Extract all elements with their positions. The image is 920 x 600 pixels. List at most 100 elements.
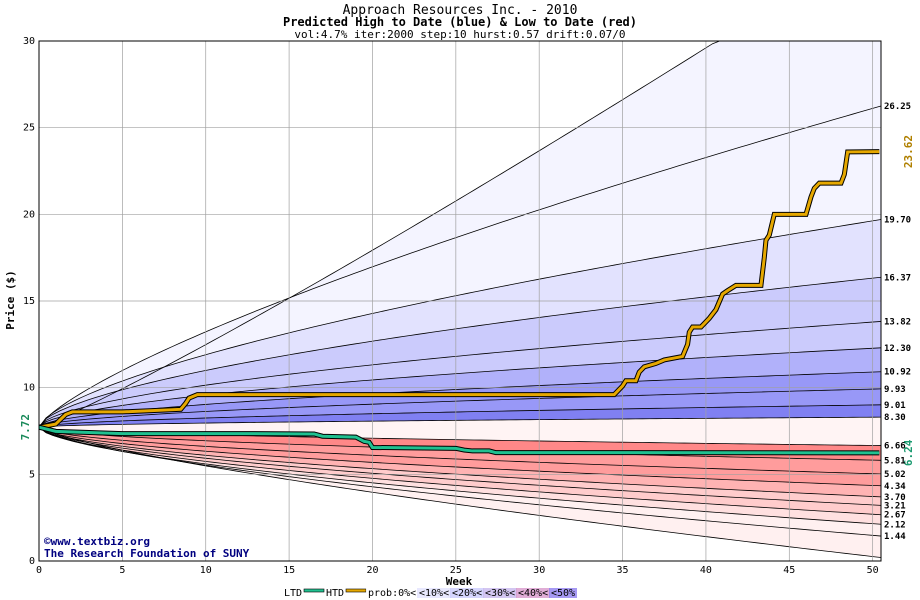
legend-swatch-7 [549,588,577,598]
end-value-label: 4.34 [884,482,906,492]
series-end-label-ltd: 6.24 [902,439,915,466]
legend-swatch-0 [303,588,325,593]
x-tick-label: 15 [283,565,295,576]
legend-label: LTD [284,588,302,599]
legend: LTD HTD prob:0%< <10%< <20%< <30%< <40%< <50% [284,588,577,599]
series-end-label-htd: 23.62 [902,135,915,168]
end-value-label: 5.02 [884,470,906,480]
start-price-label: 7.72 [19,414,32,441]
percentile-line-17 [38,426,882,525]
legend-label: <10%< [419,588,449,599]
x-tick-label: 25 [450,565,462,576]
x-axis-label: Week [446,575,473,588]
legend-swatch-3 [417,588,451,598]
legend-swatch-2 [366,588,418,598]
plot-frame [38,40,882,562]
percentile-line-1 [38,105,882,428]
series-line-ltd [38,425,880,455]
legend-label: <30%< [485,588,515,599]
x-tick-label: 10 [200,565,212,576]
percentile-line-4 [38,321,882,428]
grid-lines [39,41,881,561]
center-band [39,417,881,446]
end-value-label: 1.44 [884,532,906,542]
end-value-label: 16.37 [884,273,911,283]
high-band-4 [39,321,881,428]
low-band-5 [39,427,881,515]
end-value-label: 3.70 [884,493,906,503]
legend-label: HTD [326,588,344,599]
end-value-label: 10.92 [884,368,911,378]
high-band-2 [39,219,881,428]
legend-label: <20%< [452,588,482,599]
high-band-8 [39,404,881,428]
percentile-line-7 [38,388,882,428]
end-value-label: 8.30 [884,413,906,423]
percentile-line-13 [38,426,882,487]
low-band-6 [39,427,881,525]
legend-swatch-5 [483,588,517,598]
y-tick-label: 15 [23,296,35,307]
y-tick-label: 5 [29,469,35,480]
end-value-label: 12.30 [884,344,911,354]
low-band-3 [39,427,881,497]
x-tick-label: 35 [617,565,629,576]
y-axis-ticks: 0 5 10 15 20 25 30 [23,36,35,567]
high-band-1 [39,106,881,428]
end-value-label: 2.67 [884,511,906,521]
percentile-line-12 [38,426,882,475]
x-axis-ticks: 0 5 10 15 20 25 30 35 40 45 50 [36,565,879,576]
end-value-label: 2.12 [884,520,906,530]
percentile-line-8 [38,404,882,428]
end-value-label: 9.93 [884,385,906,395]
chart-title: Approach Resources Inc. - 2010 [342,3,578,18]
x-tick-label: 40 [700,565,712,576]
end-value-label: 26.25 [884,102,911,112]
y-tick-label: 25 [23,123,35,134]
low-band-7 [39,427,881,537]
end-value-label: 5.81 [884,456,906,466]
series-lines: 23.62 6.24 [38,135,915,466]
legend-swatch-1 [345,588,367,593]
y-tick-label: 10 [23,383,35,394]
x-tick-label: 5 [119,565,125,576]
series-line-htd [38,150,880,429]
percentile-line-9 [38,416,882,428]
percentile-line-3 [38,276,882,428]
percentile-line-16 [38,426,882,516]
chart-subtitle: Predicted High to Date (blue) & Low to D… [282,15,637,29]
x-tick-label: 50 [867,565,879,576]
legend-swatch-4 [450,588,484,598]
percentile-line-19 [38,426,882,558]
x-tick-label: 45 [783,565,795,576]
x-tick-label: 20 [366,565,378,576]
legend-label: prob:0%< [368,588,416,599]
low-band-2 [39,427,881,486]
end-value-label: 6.66 [884,442,906,452]
end-value-label: 3.21 [884,501,906,511]
high-band-7 [39,388,881,428]
end-value-label: 13.82 [884,317,911,327]
x-tick-label: 0 [36,565,42,576]
percentile-line-5 [38,347,882,428]
low-band-8 [39,427,881,558]
legend-label: <40%< [518,588,548,599]
end-value-labels: 26.25 19.70 16.37 13.82 12.30 10.92 9.93 9.01 8.… [884,102,911,542]
y-tick-label: 20 [23,209,35,220]
probability-bands [39,41,881,558]
percentile-line-2 [38,219,882,428]
end-value-label: 9.01 [884,401,906,411]
end-value-label: 19.70 [884,216,911,226]
legend-label: <50% [551,588,575,599]
y-axis-label: Price ($) [4,270,17,330]
x-tick-label: 30 [533,565,545,576]
y-tick-label: 0 [29,556,35,567]
high-band-0 [39,41,881,428]
high-band-3 [39,277,881,428]
chart-params: vol:4.7% iter:2000 step:10 hurst:0.57 dr… [294,28,626,41]
percentile-line-15 [38,426,882,506]
high-band-6 [39,371,881,428]
y-tick-label: 30 [23,36,35,47]
credit-org: The Research Foundation of SUNY [44,547,250,560]
